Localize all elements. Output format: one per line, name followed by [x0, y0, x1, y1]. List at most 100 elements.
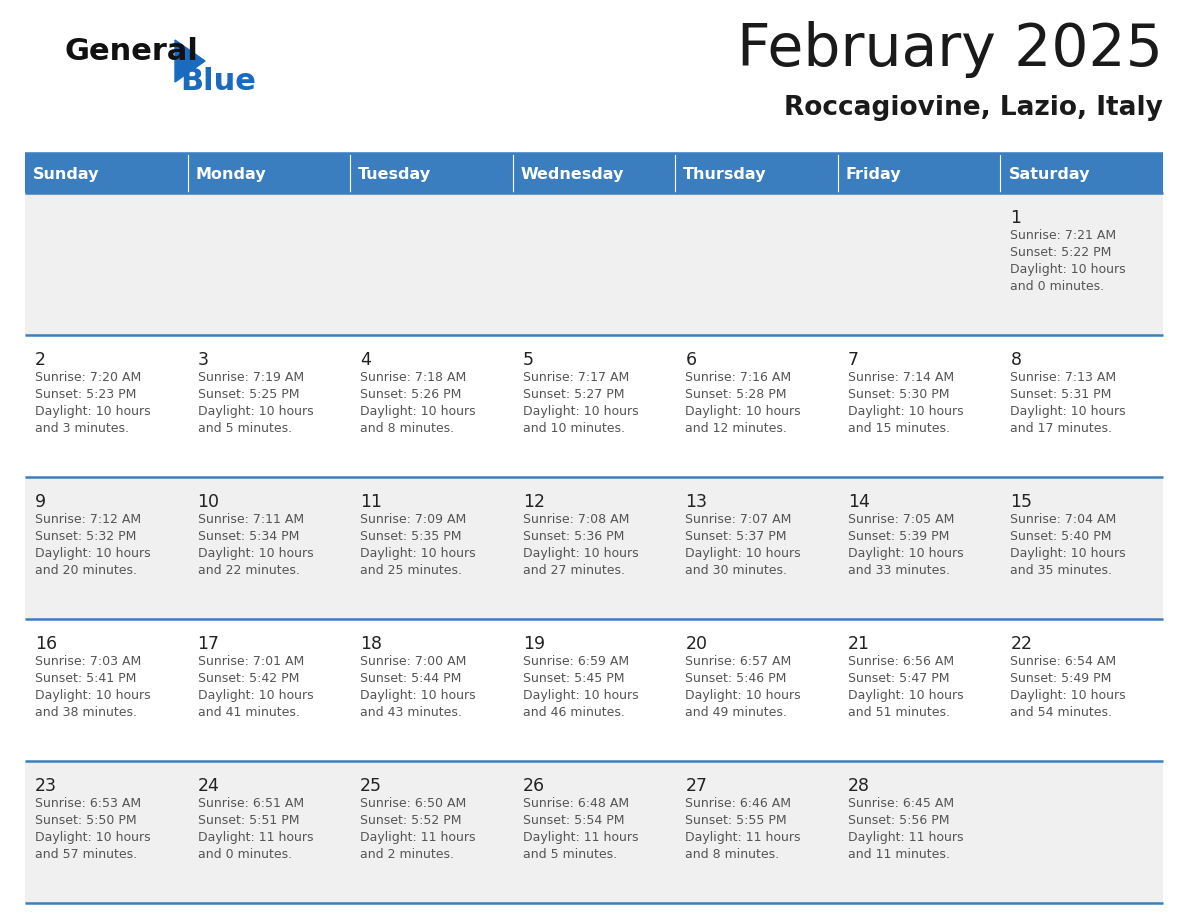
Text: Roccagiovine, Lazio, Italy: Roccagiovine, Lazio, Italy [784, 95, 1163, 121]
Text: Blue: Blue [181, 68, 255, 96]
Text: 15: 15 [1011, 493, 1032, 511]
Text: Sunrise: 7:17 AM: Sunrise: 7:17 AM [523, 371, 628, 384]
Text: Sunset: 5:35 PM: Sunset: 5:35 PM [360, 530, 462, 543]
Text: Tuesday: Tuesday [358, 166, 431, 182]
Text: Sunrise: 6:56 AM: Sunrise: 6:56 AM [848, 655, 954, 668]
Text: Sunset: 5:42 PM: Sunset: 5:42 PM [197, 672, 299, 685]
Text: Daylight: 10 hours: Daylight: 10 hours [1011, 405, 1126, 418]
Text: Sunset: 5:34 PM: Sunset: 5:34 PM [197, 530, 299, 543]
Text: and 35 minutes.: and 35 minutes. [1011, 564, 1112, 577]
Text: Sunrise: 7:13 AM: Sunrise: 7:13 AM [1011, 371, 1117, 384]
Text: Daylight: 10 hours: Daylight: 10 hours [197, 405, 314, 418]
Text: Sunrise: 7:19 AM: Sunrise: 7:19 AM [197, 371, 304, 384]
Text: and 3 minutes.: and 3 minutes. [34, 422, 129, 435]
Text: and 20 minutes.: and 20 minutes. [34, 564, 137, 577]
Text: Daylight: 11 hours: Daylight: 11 hours [197, 831, 314, 844]
Text: Monday: Monday [196, 166, 266, 182]
Text: and 2 minutes.: and 2 minutes. [360, 848, 454, 861]
Text: Daylight: 10 hours: Daylight: 10 hours [848, 689, 963, 702]
Text: Daylight: 10 hours: Daylight: 10 hours [360, 405, 475, 418]
Text: 20: 20 [685, 635, 707, 653]
Text: Sunset: 5:41 PM: Sunset: 5:41 PM [34, 672, 137, 685]
Text: Daylight: 10 hours: Daylight: 10 hours [34, 405, 151, 418]
Text: and 22 minutes.: and 22 minutes. [197, 564, 299, 577]
Text: Daylight: 10 hours: Daylight: 10 hours [34, 547, 151, 560]
Text: Saturday: Saturday [1009, 166, 1089, 182]
Text: Sunset: 5:30 PM: Sunset: 5:30 PM [848, 388, 949, 401]
Text: 10: 10 [197, 493, 220, 511]
Text: and 12 minutes.: and 12 minutes. [685, 422, 788, 435]
Text: Sunset: 5:32 PM: Sunset: 5:32 PM [34, 530, 137, 543]
Text: 18: 18 [360, 635, 383, 653]
Text: Sunrise: 6:53 AM: Sunrise: 6:53 AM [34, 797, 141, 810]
Text: Sunrise: 6:45 AM: Sunrise: 6:45 AM [848, 797, 954, 810]
Text: Daylight: 10 hours: Daylight: 10 hours [523, 405, 638, 418]
Text: and 41 minutes.: and 41 minutes. [197, 706, 299, 719]
Text: Sunset: 5:25 PM: Sunset: 5:25 PM [197, 388, 299, 401]
Text: 8: 8 [1011, 351, 1022, 369]
Text: Daylight: 10 hours: Daylight: 10 hours [685, 689, 801, 702]
Text: Sunset: 5:31 PM: Sunset: 5:31 PM [1011, 388, 1112, 401]
Bar [513, 155, 675, 193]
Text: Sunset: 5:27 PM: Sunset: 5:27 PM [523, 388, 624, 401]
Text: 19: 19 [523, 635, 545, 653]
Text: Sunrise: 7:09 AM: Sunrise: 7:09 AM [360, 513, 467, 526]
Text: and 8 minutes.: and 8 minutes. [360, 422, 454, 435]
Text: Sunrise: 7:16 AM: Sunrise: 7:16 AM [685, 371, 791, 384]
Polygon shape [175, 40, 206, 82]
Text: Sunrise: 7:07 AM: Sunrise: 7:07 AM [685, 513, 791, 526]
Text: Sunset: 5:39 PM: Sunset: 5:39 PM [848, 530, 949, 543]
Text: and 5 minutes.: and 5 minutes. [197, 422, 292, 435]
Text: and 46 minutes.: and 46 minutes. [523, 706, 625, 719]
Text: Sunset: 5:26 PM: Sunset: 5:26 PM [360, 388, 461, 401]
Text: Sunrise: 7:05 AM: Sunrise: 7:05 AM [848, 513, 954, 526]
Text: Sunrise: 6:48 AM: Sunrise: 6:48 AM [523, 797, 628, 810]
Text: 5: 5 [523, 351, 533, 369]
Text: 3: 3 [197, 351, 209, 369]
Text: and 25 minutes.: and 25 minutes. [360, 564, 462, 577]
Text: and 43 minutes.: and 43 minutes. [360, 706, 462, 719]
Text: Sunset: 5:46 PM: Sunset: 5:46 PM [685, 672, 786, 685]
Text: Sunset: 5:44 PM: Sunset: 5:44 PM [360, 672, 461, 685]
Text: and 51 minutes.: and 51 minutes. [848, 706, 950, 719]
Text: Sunrise: 7:14 AM: Sunrise: 7:14 AM [848, 371, 954, 384]
Bar [25, 477, 1163, 619]
Text: Daylight: 10 hours: Daylight: 10 hours [34, 831, 151, 844]
Text: Daylight: 10 hours: Daylight: 10 hours [360, 547, 475, 560]
Text: 11: 11 [360, 493, 383, 511]
Text: 28: 28 [848, 777, 870, 795]
Text: 9: 9 [34, 493, 46, 511]
Text: 6: 6 [685, 351, 696, 369]
Text: Sunset: 5:37 PM: Sunset: 5:37 PM [685, 530, 786, 543]
Text: and 30 minutes.: and 30 minutes. [685, 564, 788, 577]
Text: and 11 minutes.: and 11 minutes. [848, 848, 949, 861]
Text: Sunset: 5:23 PM: Sunset: 5:23 PM [34, 388, 137, 401]
Text: Sunrise: 7:21 AM: Sunrise: 7:21 AM [1011, 229, 1117, 242]
Text: Daylight: 11 hours: Daylight: 11 hours [360, 831, 475, 844]
Text: Thursday: Thursday [683, 166, 766, 182]
Text: Sunset: 5:40 PM: Sunset: 5:40 PM [1011, 530, 1112, 543]
Text: Sunset: 5:54 PM: Sunset: 5:54 PM [523, 814, 624, 827]
Bar [1000, 155, 1163, 193]
Text: Sunset: 5:52 PM: Sunset: 5:52 PM [360, 814, 462, 827]
Text: Daylight: 10 hours: Daylight: 10 hours [360, 689, 475, 702]
Text: Sunrise: 7:08 AM: Sunrise: 7:08 AM [523, 513, 630, 526]
Text: Daylight: 10 hours: Daylight: 10 hours [34, 689, 151, 702]
Bar [188, 155, 350, 193]
Text: Sunset: 5:36 PM: Sunset: 5:36 PM [523, 530, 624, 543]
Text: 2: 2 [34, 351, 46, 369]
Text: Daylight: 10 hours: Daylight: 10 hours [1011, 689, 1126, 702]
Text: 23: 23 [34, 777, 57, 795]
Bar [25, 761, 1163, 903]
Text: 12: 12 [523, 493, 545, 511]
Text: 16: 16 [34, 635, 57, 653]
Text: 7: 7 [848, 351, 859, 369]
Text: Sunset: 5:28 PM: Sunset: 5:28 PM [685, 388, 786, 401]
Text: Daylight: 10 hours: Daylight: 10 hours [685, 547, 801, 560]
Text: Sunset: 5:51 PM: Sunset: 5:51 PM [197, 814, 299, 827]
Text: and 8 minutes.: and 8 minutes. [685, 848, 779, 861]
Text: Sunrise: 7:12 AM: Sunrise: 7:12 AM [34, 513, 141, 526]
Text: Sunrise: 6:59 AM: Sunrise: 6:59 AM [523, 655, 628, 668]
Text: Sunrise: 7:04 AM: Sunrise: 7:04 AM [1011, 513, 1117, 526]
Text: Daylight: 10 hours: Daylight: 10 hours [523, 547, 638, 560]
